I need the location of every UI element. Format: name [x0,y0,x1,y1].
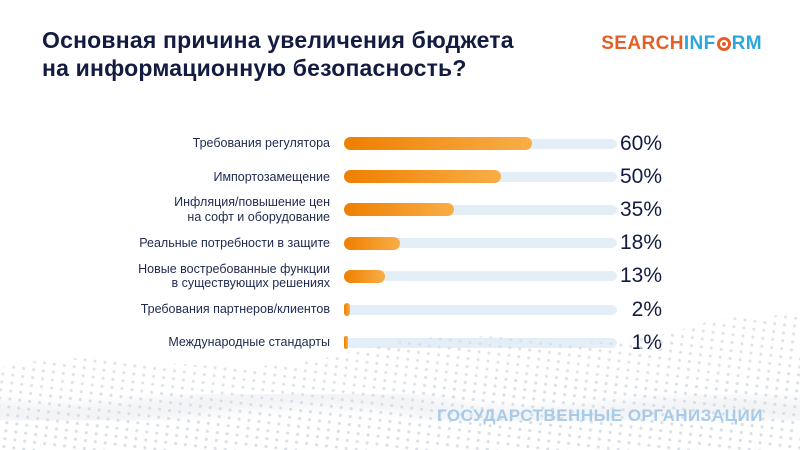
bar-fill [344,203,454,217]
logo-target-dot [721,42,726,46]
chart-row: Инфляция/повышение цен на софт и оборудо… [0,193,800,226]
bar-track [344,236,617,250]
bar-category-label: Инфляция/повышение цен на софт и оборудо… [174,195,330,224]
bar-category-label: Требования партнеров/клиентов [140,302,330,317]
bar-fill [344,137,533,151]
bar-value-label: 60% [619,131,662,155]
logo-text-search: SEARCH [601,33,684,54]
chart-row: Требования регулятора 60% [0,127,800,160]
bar-category-label: Требования регулятора [192,136,330,151]
bar-category-label: Международные стандарты [168,335,330,350]
bar-track [344,203,617,217]
page-title: Основная причина увеличения бюджета на и… [42,27,514,82]
chart-row: Требования партнеров/клиентов 2% [0,293,800,326]
logo-text-inf: INF [683,33,716,54]
bar-category-label: Реальные потребности в защите [139,235,330,250]
chart-row: Импортозамещение 50% [0,160,800,193]
bar-chart: Требования регулятора 60% Импортозамещен… [0,127,800,359]
bar-fill [344,236,401,250]
chart-row: Реальные потребности в защите 18% [0,227,800,260]
logo-target-o-icon [716,37,731,51]
bar-fill [344,269,385,283]
bar-value-label: 18% [619,231,662,255]
bar-track [344,303,617,317]
bar-value-label: 2% [631,297,662,321]
bar-category-label: Новые востребованные функции в существую… [138,261,330,291]
bar-value-label: 35% [619,197,662,221]
bar-track [344,336,617,350]
bar-value-label: 50% [619,164,662,188]
bar-fill [344,303,351,317]
bar-fill [344,336,348,350]
chart-row: Новые востребованные функции в существую… [0,260,800,293]
bar-category-label: Импортозамещение [213,169,330,184]
audience-label: ГОСУДАРСТВЕННЫЕ ОРГАНИЗАЦИИ [437,406,763,425]
bar-value-label: 13% [619,264,662,288]
bar-value-label: 1% [631,330,662,354]
bar-fill [344,170,501,184]
chart-row: Международные стандарты 1% [0,326,800,359]
logo-text-rm: RM [731,33,762,54]
bar-track [344,137,617,151]
searchinform-logo: SEARCH INF RM [601,33,762,55]
bar-track [344,269,617,283]
bar-track [344,170,617,184]
